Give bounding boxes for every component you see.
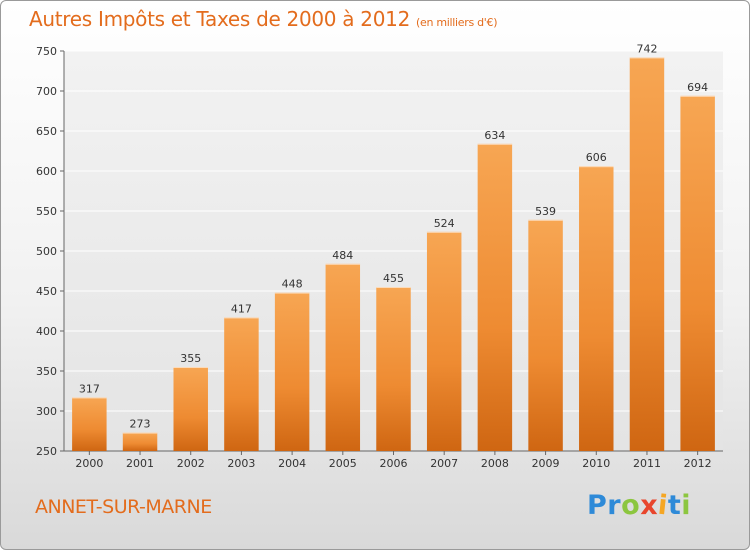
bar-value-label: 742 — [636, 42, 657, 55]
commune-name: ANNET-SUR-MARNE — [35, 496, 212, 518]
y-tick-label: 300 — [36, 405, 57, 418]
x-tick-label: 2005 — [329, 457, 357, 470]
bar-top-highlight — [325, 263, 361, 265]
bar-value-label: 273 — [130, 418, 151, 431]
logo-letter: o — [619, 488, 643, 523]
bar-top-highlight — [376, 287, 411, 288]
bar-top-highlight — [528, 219, 563, 221]
x-tick-label: 2011 — [633, 457, 661, 470]
y-tick-label: 700 — [36, 85, 57, 98]
y-tick-label: 550 — [36, 205, 57, 218]
bar-value-label: 539 — [535, 205, 556, 218]
bar-top-highlight — [426, 231, 462, 233]
bar-value-label: 448 — [282, 278, 303, 291]
bar-value-label: 524 — [434, 217, 455, 230]
bar — [376, 287, 411, 451]
x-tick-label: 2009 — [532, 457, 560, 470]
bar — [426, 231, 462, 451]
y-tick-label: 250 — [36, 445, 57, 458]
bar — [224, 317, 259, 451]
y-tick-label: 600 — [36, 165, 57, 178]
bar-value-label: 484 — [332, 249, 353, 262]
bar-value-label: 606 — [586, 151, 607, 164]
bar-top-highlight — [72, 397, 107, 399]
x-tick-label: 2012 — [684, 457, 712, 470]
bar-top-highlight — [579, 166, 614, 168]
bar-value-label: 694 — [687, 81, 708, 94]
bar-top-highlight — [224, 317, 259, 319]
logo-letter: x — [640, 490, 659, 521]
y-tick-label: 400 — [36, 325, 57, 338]
logo-letter: P — [587, 490, 608, 521]
x-tick-label: 2007 — [430, 457, 458, 470]
bar — [680, 95, 715, 452]
bar — [274, 292, 310, 451]
bar-value-label: 317 — [79, 382, 100, 395]
bar-value-label: 355 — [180, 352, 201, 365]
bar-top-highlight — [122, 432, 158, 434]
x-tick-label: 2008 — [481, 457, 509, 470]
x-tick-label: 2003 — [227, 457, 255, 470]
y-tick-label: 500 — [36, 245, 57, 258]
y-tick-label: 350 — [36, 365, 57, 378]
logo-letter: i — [681, 490, 692, 521]
x-tick-label: 2010 — [582, 457, 610, 470]
x-tick-label: 2004 — [278, 457, 306, 470]
bar — [325, 263, 361, 451]
bar-value-label: 417 — [231, 302, 252, 315]
bar — [72, 397, 107, 451]
chart-subtitle: (en milliers d'€) — [416, 16, 498, 29]
y-tick-label: 650 — [36, 125, 57, 138]
bar — [173, 367, 208, 451]
chart-title: Autres Impôts et Taxes de 2000 à 2012 — [29, 7, 410, 31]
x-tick-label: 2001 — [126, 457, 154, 470]
bar — [579, 166, 614, 451]
y-tick-label: 750 — [36, 45, 57, 58]
bar-top-highlight — [173, 367, 208, 368]
bar-top-highlight — [629, 57, 665, 59]
logo-letter: t — [667, 490, 682, 521]
bar — [477, 143, 513, 452]
proxiti-logo: Proxiti — [587, 488, 692, 523]
logo-letter: r — [607, 490, 622, 521]
x-tick-label: 2006 — [380, 457, 408, 470]
bar — [528, 219, 563, 451]
bar-top-highlight — [680, 95, 715, 97]
y-tick-label: 450 — [36, 285, 57, 298]
bar-value-label: 455 — [383, 272, 404, 285]
bar-top-highlight — [477, 143, 513, 145]
x-tick-label: 2000 — [75, 457, 103, 470]
bar-value-label: 634 — [484, 129, 505, 142]
chart-title-block: Autres Impôts et Taxes de 2000 à 2012 (en… — [29, 7, 497, 31]
x-tick-label: 2002 — [177, 457, 205, 470]
bar — [629, 57, 665, 452]
bar-top-highlight — [274, 292, 310, 294]
bar — [122, 432, 158, 451]
